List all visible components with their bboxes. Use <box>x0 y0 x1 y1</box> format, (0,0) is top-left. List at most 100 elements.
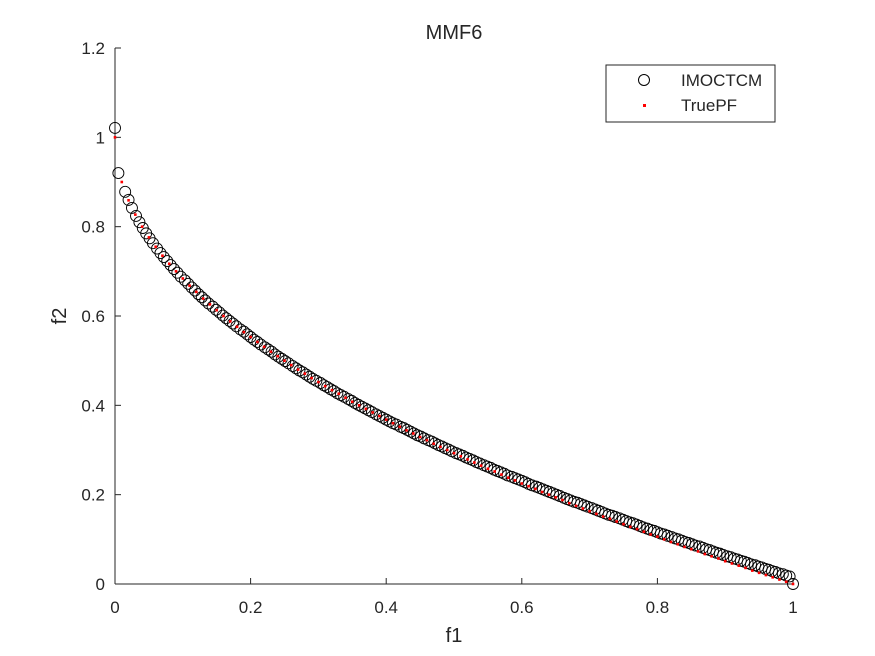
imoctcm-point <box>178 274 191 287</box>
truepf-point <box>520 482 524 485</box>
imoctcm-point <box>370 408 382 421</box>
truepf-point <box>405 429 408 432</box>
truepf-point <box>703 552 707 556</box>
truepf-point <box>757 571 761 575</box>
truepf-point <box>771 576 774 579</box>
truepf-point <box>500 473 503 476</box>
truepf-point <box>215 308 218 312</box>
truepf-point <box>134 213 137 216</box>
truepf-point <box>174 270 178 273</box>
truepf-point <box>567 501 571 505</box>
imoctcm-point <box>484 461 497 474</box>
truepf-point <box>398 425 402 429</box>
imoctcm-point <box>286 360 299 372</box>
imoctcm-point <box>359 402 372 415</box>
truepf-point <box>669 540 673 544</box>
imoctcm-point <box>199 294 212 307</box>
truepf-point <box>188 284 191 287</box>
truepf-point <box>710 555 713 558</box>
imoctcm-point <box>328 385 340 397</box>
imoctcm-point <box>195 291 208 304</box>
x-tick-label: 0.2 <box>239 598 263 617</box>
truepf-point <box>208 303 212 306</box>
imoctcm-point <box>401 423 414 436</box>
imoctcm-point <box>321 381 334 393</box>
truepf-point <box>764 573 768 577</box>
truepf-point <box>269 350 273 354</box>
truepf-point <box>744 566 747 570</box>
imoctcm-point <box>293 364 306 377</box>
x-tick-label: 0.6 <box>510 598 534 617</box>
truepf-point <box>432 442 435 446</box>
truepf-point <box>534 487 537 491</box>
truepf-point <box>791 582 795 586</box>
truepf-point <box>506 476 510 479</box>
truepf-point <box>439 445 442 449</box>
truepf-point <box>445 448 449 452</box>
truepf-point <box>323 384 327 388</box>
truepf-point <box>425 438 429 442</box>
imoctcm-point <box>519 476 532 489</box>
truepf-point <box>120 180 124 184</box>
imoctcm-point <box>331 387 344 400</box>
truepf-point <box>717 557 720 560</box>
truepf-point <box>289 363 293 367</box>
truepf-point <box>601 515 605 518</box>
y-tick-label: 0 <box>96 575 105 594</box>
truepf-point <box>513 479 517 482</box>
truepf-point <box>418 435 422 439</box>
truepf-point <box>296 368 300 371</box>
legend: IMOCTCM TruePF <box>605 64 776 123</box>
truepf-point <box>154 245 157 249</box>
truepf-point <box>330 388 334 392</box>
imoctcm-point <box>303 370 316 383</box>
imoctcm-point <box>352 398 365 411</box>
truepf-point <box>384 418 388 421</box>
truepf-point <box>662 538 666 541</box>
truepf-point <box>140 225 144 228</box>
truepf-point <box>676 542 680 546</box>
truepf-point <box>283 359 286 362</box>
truepf-point <box>262 345 266 349</box>
truepf-point <box>242 330 246 334</box>
truepf-point <box>479 464 483 467</box>
truepf-point <box>642 530 646 534</box>
truepf-point <box>547 493 551 496</box>
imoctcm-point <box>414 430 427 443</box>
truepf-point <box>303 372 307 375</box>
y-axis-ticks: 0 0.2 0.4 0.6 0.8 1 1.2 <box>81 39 121 594</box>
imoctcm-point <box>442 443 455 456</box>
imoctcm-point <box>182 277 195 290</box>
imoctcm-point <box>380 413 393 426</box>
x-axis-label: f1 <box>446 625 463 647</box>
legend-marker-truepf <box>643 104 646 107</box>
imoctcm-point <box>151 242 163 255</box>
truepf-point <box>344 396 347 400</box>
truepf-point <box>486 467 490 471</box>
imoctcm-point <box>112 167 125 180</box>
truepf-point <box>228 320 232 323</box>
truepf-point <box>357 404 361 407</box>
truepf-point <box>784 580 788 584</box>
series-imoctcm <box>109 122 799 590</box>
imoctcm-point <box>783 570 796 583</box>
truepf-point <box>147 236 151 239</box>
truepf-point <box>574 504 578 508</box>
truepf-point <box>561 498 564 502</box>
truepf-point <box>222 314 225 318</box>
truepf-point <box>256 340 259 344</box>
imoctcm-point <box>130 209 142 222</box>
imoctcm-point <box>429 437 441 450</box>
imoctcm-point <box>185 281 198 294</box>
truepf-point <box>249 335 252 339</box>
imoctcm-point <box>122 193 135 206</box>
imoctcm-point <box>397 422 410 435</box>
truepf-point <box>690 547 693 551</box>
imoctcm-point <box>404 425 417 438</box>
imoctcm-point <box>324 383 337 396</box>
imoctcm-point <box>189 284 201 297</box>
imoctcm-point <box>109 122 121 134</box>
truepf-point <box>127 199 130 202</box>
y-tick-label: 1.2 <box>81 39 105 58</box>
imoctcm-point <box>290 362 302 375</box>
